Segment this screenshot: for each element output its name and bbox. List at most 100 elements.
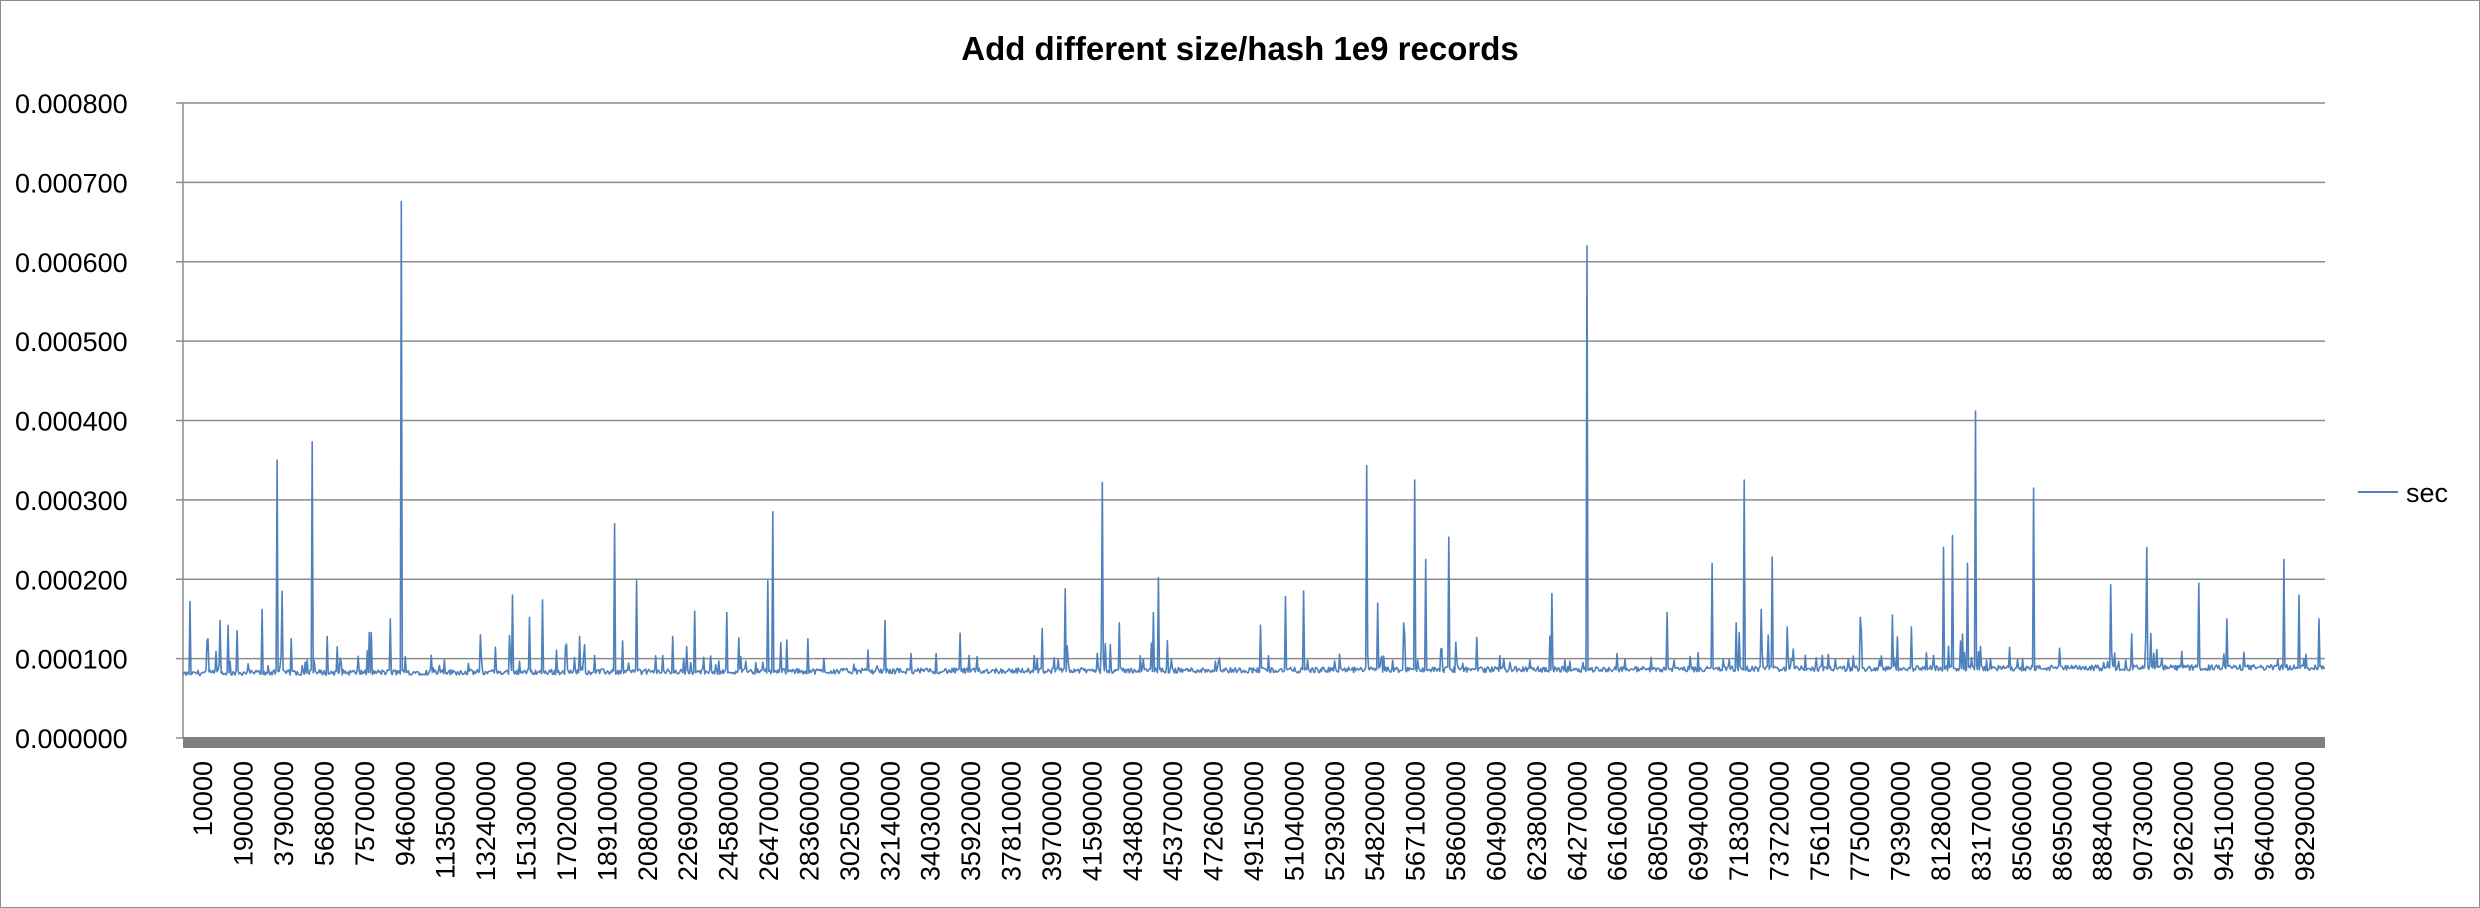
x-tick-label: 15130000 <box>512 761 542 881</box>
data-point <box>1735 622 1737 624</box>
x-tick-label: 11350000 <box>431 761 461 879</box>
legend: sec <box>2358 478 2448 508</box>
data-point <box>1951 535 1953 537</box>
data-point <box>2110 584 2112 586</box>
series-line-sec <box>182 200 2326 677</box>
data-point <box>1711 562 1713 564</box>
y-tick-label: 0.000700 <box>15 168 128 198</box>
data-point <box>189 600 191 602</box>
x-tick-label: 22690000 <box>673 761 703 881</box>
data-point <box>2033 487 2035 489</box>
x-tick-label: 94510000 <box>2209 761 2239 881</box>
data-point <box>2225 618 2227 620</box>
x-tick-label: 49150000 <box>1239 761 1269 881</box>
x-tick-label: 75610000 <box>1805 761 1835 881</box>
data-point <box>1786 626 1788 628</box>
x-tick-label: 41590000 <box>1077 761 1107 881</box>
x-tick-label: 54820000 <box>1360 761 1390 881</box>
y-tick-label: 0.000300 <box>15 486 128 516</box>
x-tick-label: 60490000 <box>1481 761 1511 881</box>
data-point <box>368 631 370 633</box>
y-tick-label: 0.000200 <box>15 565 128 595</box>
data-point <box>959 632 961 634</box>
legend-label-sec: sec <box>2406 478 2448 508</box>
data-point <box>207 638 209 640</box>
data-point <box>1891 614 1893 616</box>
x-tick-label: 20800000 <box>633 761 663 881</box>
x-tick-label: 43480000 <box>1118 761 1148 881</box>
x-tick-label: 5680000 <box>309 761 339 866</box>
data-point <box>1743 479 1745 481</box>
x-tick-label: 17020000 <box>552 761 582 881</box>
x-tick-label: 98290000 <box>2290 761 2320 881</box>
data-point <box>767 580 769 582</box>
x-tick-label: 10000 <box>188 761 218 836</box>
x-tick-label: 9460000 <box>390 761 420 866</box>
data-point <box>2198 582 2200 584</box>
data-point <box>542 599 544 601</box>
data-point <box>1761 608 1763 610</box>
x-tick-label: 90730000 <box>2128 761 2158 881</box>
data-point <box>1302 590 1304 592</box>
data-point <box>390 618 392 620</box>
x-axis: 10000 1900000 3790000 5680000 7570000 9460000… <box>183 737 2325 881</box>
x-tick-label: 32140000 <box>875 761 905 881</box>
x-tick-label: 62380000 <box>1522 761 1552 881</box>
data-point <box>529 616 531 618</box>
data-point <box>1966 562 1968 564</box>
x-tick-label: 88840000 <box>2088 761 2118 881</box>
chart-title: Add different size/hash 1e9 records <box>961 30 1519 67</box>
data-point <box>311 441 313 443</box>
data-point <box>884 620 886 622</box>
x-tick-label: 83170000 <box>1966 761 1996 881</box>
data-point <box>281 590 283 592</box>
data-point <box>613 523 615 525</box>
data-point <box>2283 558 2285 560</box>
data-point <box>1152 612 1154 614</box>
x-tick-label: 77500000 <box>1845 761 1875 881</box>
data-point <box>636 580 638 582</box>
data-point <box>1975 410 1977 412</box>
data-point <box>1285 596 1287 598</box>
data-point <box>772 511 774 513</box>
x-tick-label: 69940000 <box>1684 761 1714 881</box>
y-axis: 0.000000 0.000100 0.000200 0.000300 0.000400… <box>15 89 184 754</box>
data-point <box>1158 577 1160 579</box>
x-tick-label: 1900000 <box>229 761 259 866</box>
data-point <box>2298 594 2300 596</box>
x-axis-band <box>183 737 2325 748</box>
x-tick-label: 71830000 <box>1724 761 1754 881</box>
data-point <box>326 635 328 637</box>
data-point <box>400 200 402 202</box>
data-point <box>1424 558 1426 560</box>
data-point <box>276 459 278 461</box>
data-point <box>1259 624 1261 626</box>
x-tick-label: 35920000 <box>956 761 986 881</box>
y-tick-label: 0.000000 <box>15 724 128 754</box>
x-tick-label: 58600000 <box>1441 761 1471 881</box>
x-tick-label: 37810000 <box>997 761 1027 881</box>
x-tick-label: 86950000 <box>2047 761 2077 881</box>
series-sec <box>182 200 2326 677</box>
x-tick-label: 85060000 <box>2007 761 2037 881</box>
data-point <box>1586 245 1588 247</box>
y-tick-label: 0.000500 <box>15 327 128 357</box>
gridlines <box>183 102 2325 739</box>
x-tick-label: 56710000 <box>1401 761 1431 881</box>
data-point <box>807 638 809 640</box>
data-point <box>290 638 292 640</box>
y-tick-label: 0.000400 <box>15 407 128 437</box>
data-point <box>1943 547 1945 549</box>
data-point <box>227 624 229 626</box>
x-tick-label: 24580000 <box>714 761 744 881</box>
x-tick-label: 26470000 <box>754 761 784 881</box>
x-tick-label: 47260000 <box>1199 761 1229 881</box>
y-tick-label: 0.000600 <box>15 248 128 278</box>
x-tick-label: 18910000 <box>592 761 622 881</box>
data-point <box>219 620 221 622</box>
data-point <box>1771 556 1773 558</box>
data-point <box>2318 618 2320 620</box>
data-point <box>480 634 482 636</box>
